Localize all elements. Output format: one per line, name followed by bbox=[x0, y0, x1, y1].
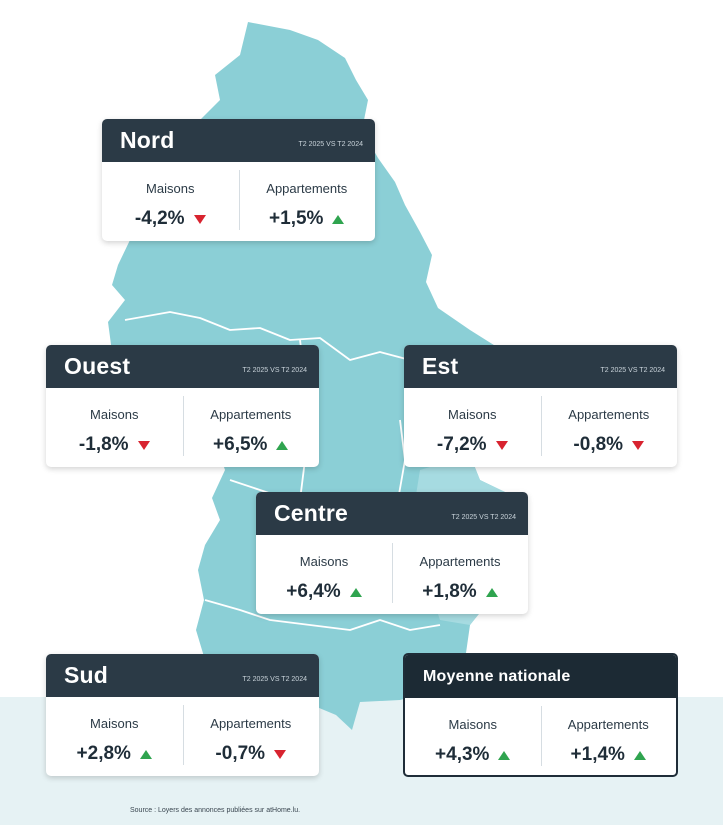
card-header: Centre T2 2025 VS T2 2024 bbox=[256, 492, 528, 535]
apartments-column: Appartements +6,5% bbox=[183, 388, 320, 467]
houses-label: Maisons bbox=[90, 716, 139, 731]
trend-up-icon bbox=[332, 214, 345, 224]
houses-label: Maisons bbox=[299, 554, 349, 569]
card-nord: Nord T2 2025 VS T2 2024 Maisons -4,2% Ap… bbox=[102, 119, 375, 241]
apartments-column: Appartements +1,5% bbox=[239, 162, 376, 241]
source-note: Source : Loyers des annonces publiées su… bbox=[130, 807, 301, 814]
trend-down-icon bbox=[137, 440, 150, 450]
trend-down-icon bbox=[495, 440, 508, 450]
apartments-label: Appartements bbox=[567, 717, 649, 732]
houses-value: +6,4% bbox=[286, 581, 341, 602]
card-body: Maisons -1,8% Appartements +6,5% bbox=[46, 388, 319, 467]
houses-value: +2,8% bbox=[76, 743, 131, 764]
period-label: T2 2025 VS T2 2024 bbox=[600, 367, 665, 374]
card-body: Maisons -4,2% Appartements +1,5% bbox=[102, 162, 375, 241]
houses-value: -1,8% bbox=[78, 434, 129, 455]
apartments-value: +1,4% bbox=[570, 744, 625, 765]
card-ouest: Ouest T2 2025 VS T2 2024 Maisons -1,8% A… bbox=[46, 345, 319, 467]
houses-column: Maisons -4,2% bbox=[102, 162, 239, 241]
apartments-column: Appartements -0,7% bbox=[183, 697, 320, 776]
trend-up-icon bbox=[139, 749, 152, 759]
period-label: T2 2025 VS T2 2024 bbox=[298, 141, 363, 148]
apartments-column: Appartements +1,4% bbox=[541, 698, 677, 775]
region-title: Ouest bbox=[64, 353, 131, 379]
trend-down-icon bbox=[193, 214, 206, 224]
column-divider bbox=[182, 705, 184, 765]
column-divider bbox=[392, 543, 393, 603]
houses-column: Maisons +6,4% bbox=[256, 535, 392, 614]
period-label: T2 2025 VS T2 2024 bbox=[242, 367, 307, 374]
houses-label: Maisons bbox=[448, 407, 497, 422]
card-body: Maisons +6,4% Appartements +1,8% bbox=[256, 535, 528, 614]
houses-value: +4,3% bbox=[435, 744, 490, 765]
apartments-value-row: +6,5% bbox=[183, 434, 320, 456]
card-body: Maisons -7,2% Appartements -0,8% bbox=[404, 388, 677, 467]
houses-value: -4,2% bbox=[134, 208, 185, 229]
houses-column: Maisons -7,2% bbox=[404, 388, 541, 467]
trend-down-icon bbox=[632, 440, 645, 450]
houses-column: Maisons +4,3% bbox=[405, 698, 541, 775]
card-header: Ouest T2 2025 VS T2 2024 bbox=[46, 345, 319, 388]
card-header: Moyenne nationale bbox=[405, 655, 676, 698]
column-divider bbox=[238, 170, 240, 230]
trend-up-icon bbox=[498, 750, 511, 760]
trend-up-icon bbox=[349, 587, 362, 597]
apartments-label: Appartements bbox=[266, 181, 348, 196]
houses-value-row: +6,4% bbox=[256, 581, 392, 603]
trend-down-icon bbox=[274, 749, 287, 759]
card-body: Maisons +2,8% Appartements -0,7% bbox=[46, 697, 319, 776]
trend-up-icon bbox=[633, 750, 646, 760]
apartments-value-row: +1,5% bbox=[239, 208, 376, 230]
houses-value: -7,2% bbox=[436, 434, 487, 455]
column-divider bbox=[182, 396, 184, 456]
apartments-value: -0,8% bbox=[573, 434, 624, 455]
apartments-value: -0,7% bbox=[215, 743, 266, 764]
houses-value-row: -1,8% bbox=[46, 434, 183, 456]
region-title: Nord bbox=[120, 127, 175, 153]
region-title: Est bbox=[422, 353, 459, 379]
card-header: Est T2 2025 VS T2 2024 bbox=[404, 345, 677, 388]
houses-column: Maisons -1,8% bbox=[46, 388, 183, 467]
period-label: T2 2025 VS T2 2024 bbox=[451, 514, 516, 521]
houses-value-row: -7,2% bbox=[404, 434, 541, 456]
apartments-label: Appartements bbox=[568, 407, 650, 422]
apartments-value-row: +1,8% bbox=[392, 581, 528, 603]
region-title: Sud bbox=[64, 662, 109, 688]
apartments-value: +1,8% bbox=[422, 581, 477, 602]
card-body: Maisons +4,3% Appartements +1,4% bbox=[405, 698, 676, 775]
column-divider bbox=[540, 706, 542, 766]
column-divider bbox=[540, 396, 542, 456]
trend-up-icon bbox=[276, 440, 289, 450]
card-centre: Centre T2 2025 VS T2 2024 Maisons +6,4% … bbox=[256, 492, 528, 614]
apartments-value: +6,5% bbox=[213, 434, 268, 455]
card-est: Est T2 2025 VS T2 2024 Maisons -7,2% App… bbox=[404, 345, 677, 467]
apartments-column: Appartements +1,8% bbox=[392, 535, 528, 614]
houses-value-row: -4,2% bbox=[102, 208, 239, 230]
houses-label: Maisons bbox=[90, 407, 139, 422]
region-title: Centre bbox=[274, 500, 349, 526]
card-header: Sud T2 2025 VS T2 2024 bbox=[46, 654, 319, 697]
apartments-label: Appartements bbox=[210, 716, 292, 731]
houses-value-row: +4,3% bbox=[405, 744, 541, 766]
apartments-value: +1,5% bbox=[269, 208, 324, 229]
apartments-label: Appartements bbox=[210, 407, 292, 422]
houses-column: Maisons +2,8% bbox=[46, 697, 183, 776]
apartments-value-row: -0,8% bbox=[541, 434, 678, 456]
period-label: T2 2025 VS T2 2024 bbox=[242, 676, 307, 683]
houses-label: Maisons bbox=[146, 181, 195, 196]
trend-up-icon bbox=[485, 587, 498, 597]
card-header: Nord T2 2025 VS T2 2024 bbox=[102, 119, 375, 162]
apartments-value-row: +1,4% bbox=[541, 744, 677, 766]
houses-label: Maisons bbox=[448, 717, 497, 732]
apartments-label: Appartements bbox=[419, 554, 501, 569]
card-sud: Sud T2 2025 VS T2 2024 Maisons +2,8% App… bbox=[46, 654, 319, 776]
card-national-average: Moyenne nationale Maisons +4,3% Appartem… bbox=[403, 653, 678, 777]
card-title: Moyenne nationale bbox=[423, 668, 571, 685]
apartments-column: Appartements -0,8% bbox=[541, 388, 678, 467]
houses-value-row: +2,8% bbox=[46, 743, 183, 765]
apartments-value-row: -0,7% bbox=[183, 743, 320, 765]
